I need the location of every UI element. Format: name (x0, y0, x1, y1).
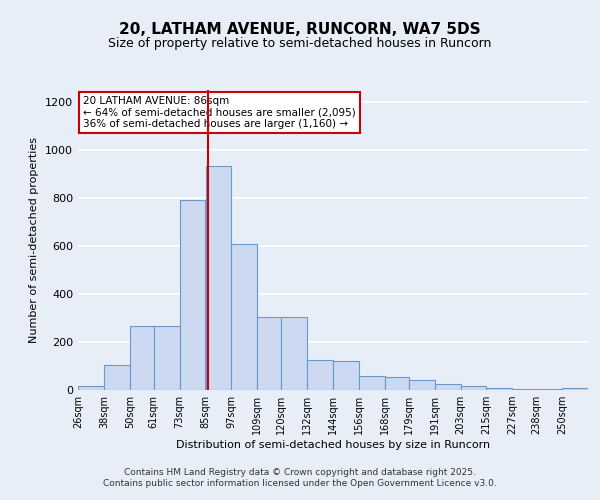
Text: 20 LATHAM AVENUE: 86sqm
← 64% of semi-detached houses are smaller (2,095)
36% of: 20 LATHAM AVENUE: 86sqm ← 64% of semi-de… (83, 96, 356, 129)
Text: Contains HM Land Registry data © Crown copyright and database right 2025.
Contai: Contains HM Land Registry data © Crown c… (103, 468, 497, 487)
Bar (257, 317, 281, 390)
Bar (104, 365, 130, 390)
Bar (512, 389, 536, 390)
Bar (154, 326, 179, 390)
Y-axis label: Number of semi-detached properties: Number of semi-detached properties (29, 137, 40, 343)
Bar (461, 386, 487, 390)
Bar (562, 388, 588, 390)
Bar (434, 384, 461, 390)
Bar (409, 380, 434, 390)
Bar (130, 326, 154, 390)
Bar (536, 389, 562, 390)
Bar (179, 200, 205, 390)
Text: 20, LATHAM AVENUE, RUNCORN, WA7 5DS: 20, LATHAM AVENUE, RUNCORN, WA7 5DS (119, 22, 481, 38)
Bar (385, 377, 409, 390)
Bar (205, 166, 232, 390)
Bar (78, 386, 104, 390)
Text: Size of property relative to semi-detached houses in Runcorn: Size of property relative to semi-detach… (109, 38, 491, 51)
X-axis label: Distribution of semi-detached houses by size in Runcorn: Distribution of semi-detached houses by … (176, 440, 490, 450)
Bar (232, 244, 257, 390)
Bar (487, 388, 512, 390)
Bar (333, 361, 359, 390)
Bar (281, 317, 307, 390)
Bar (307, 360, 333, 390)
Bar (359, 376, 385, 390)
